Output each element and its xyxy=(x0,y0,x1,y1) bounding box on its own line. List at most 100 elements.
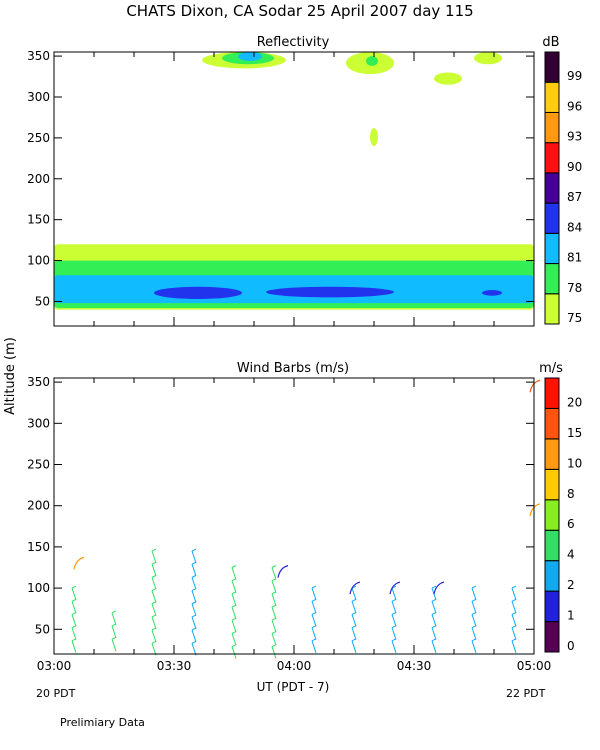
wind-colorbar-cell xyxy=(544,499,560,531)
wind-barb-flag xyxy=(511,585,517,589)
reflectivity-colorbar-label: 93 xyxy=(567,130,582,144)
wind-barb-flag xyxy=(71,598,77,602)
wind-barb-flag xyxy=(71,625,77,629)
wind-colorbar-cell xyxy=(544,407,560,440)
wind-barb-flag xyxy=(231,578,237,582)
reflectivity-y-tick-label: 200 xyxy=(27,172,50,186)
wind-barb-flag xyxy=(431,585,437,589)
reflectivity-x-axis xyxy=(53,52,535,326)
wind-barb-flag xyxy=(111,636,117,640)
wind-barb xyxy=(277,565,289,578)
wind-barb-stem xyxy=(191,643,197,656)
wind-barb-flag xyxy=(351,598,357,602)
wind-barb-stem xyxy=(511,587,517,601)
reflectivity-colorbar-cell xyxy=(544,293,560,325)
wind-barb-flag xyxy=(71,612,77,615)
wind-barbs-x-axis: 03:00 03:30 04:00 04:30 05:00 xyxy=(37,378,551,673)
wind-barb-stem xyxy=(231,620,237,633)
wind-barb-flag xyxy=(311,638,317,642)
wind-barb-flag xyxy=(391,638,397,642)
wind-barb-stem xyxy=(231,593,237,607)
wind-barb-stem xyxy=(471,640,477,653)
wind-barb-stem xyxy=(391,627,397,640)
wind-barb-flag xyxy=(271,578,277,582)
wind-barb-flag xyxy=(471,585,477,589)
wind-barb-flag xyxy=(431,638,437,642)
wind-barb-stem xyxy=(151,616,157,630)
reflectivity-y-tick-label: 300 xyxy=(27,90,50,104)
wind-barb-flag xyxy=(391,625,397,629)
wind-barb-flag xyxy=(151,640,157,644)
reflectivity-colorbar-label: 96 xyxy=(567,99,582,113)
wind-barb-flag xyxy=(271,591,277,595)
wind-colorbar-cell xyxy=(544,377,560,409)
wind-barb-flag xyxy=(351,638,357,642)
wind-barb-stem xyxy=(351,640,357,653)
wind-y-tick-label: 50 xyxy=(35,622,50,636)
reflectivity-region xyxy=(238,52,262,61)
wind-barb-stem xyxy=(511,614,517,627)
wind-barb-stem xyxy=(231,606,237,620)
wind-barb-flag xyxy=(191,601,197,605)
wind-barb-stem xyxy=(311,587,317,601)
wind-barb-flag xyxy=(191,574,197,578)
wind-barb-flag xyxy=(271,617,277,621)
wind-barb-flag xyxy=(431,625,437,629)
wind-barb-flag xyxy=(471,612,477,615)
wind-colorbar-cell xyxy=(544,529,560,562)
wind-colorbar-label: 2 xyxy=(567,578,575,592)
wind-barb-stem xyxy=(351,627,357,640)
wind-barb-stem xyxy=(71,640,77,653)
reflectivity-colorbar: 75 78 81 84 87 90 93 96 99 xyxy=(544,51,582,325)
wind-barb-flag xyxy=(191,561,197,565)
wind-barb-flag xyxy=(271,644,277,648)
wind-barb-stem xyxy=(231,646,237,659)
wind-barb-stem xyxy=(191,564,197,577)
wind-barb-stem xyxy=(71,627,77,640)
wind-barb-flag xyxy=(431,598,437,602)
reflectivity-region xyxy=(482,290,502,296)
x-axis-label: UT (PDT - 7) xyxy=(257,680,330,694)
wind-barb-stem xyxy=(271,646,277,659)
wind-barb-flag xyxy=(311,585,317,589)
wind-barb-flag xyxy=(231,604,237,608)
wind-colorbar-label: 1 xyxy=(567,609,575,623)
wind-barb-stem xyxy=(351,601,357,614)
wind-barb-flag xyxy=(231,617,237,621)
reflectivity-y-axis: 50 100 150 200 250 300 350 xyxy=(27,49,534,308)
reflectivity-colorbar-unit: dB xyxy=(542,35,559,50)
wind-barb-stem xyxy=(271,633,277,646)
wind-barb-stem xyxy=(471,601,477,614)
wind-barb-flag xyxy=(111,623,117,627)
wind-barb-stem xyxy=(311,640,317,653)
wind-speed-colorbar: 0 1 2 4 6 8 10 15 20 xyxy=(544,377,582,653)
wind-barb-stem xyxy=(511,601,517,614)
wind-barb-flag xyxy=(151,601,157,605)
wind-colorbar-cell xyxy=(544,621,560,653)
x-tick-label: 04:00 xyxy=(277,659,312,673)
wind-barb-flag xyxy=(271,604,277,608)
wind-barb-stem xyxy=(311,614,317,627)
wind-barb-flag xyxy=(471,638,477,642)
x-tick-label: 04:30 xyxy=(397,659,432,673)
reflectivity-colorbar-cell xyxy=(544,111,560,144)
reflectivity-region xyxy=(366,56,378,66)
wind-barb-stem xyxy=(111,639,117,652)
wind-barb-flag xyxy=(191,548,197,552)
wind-barb-stem xyxy=(231,580,237,593)
wind-y-tick-label: 100 xyxy=(27,581,50,595)
wind-barb-stem xyxy=(151,643,157,656)
wind-barb-flag xyxy=(151,588,157,592)
reflectivity-colorbar-label: 75 xyxy=(567,311,582,325)
wind-y-tick-label: 350 xyxy=(27,375,50,389)
wind-barb-flag xyxy=(151,627,157,631)
wind-colorbar-label: 15 xyxy=(567,426,582,440)
reflectivity-region xyxy=(370,128,378,147)
wind-barb-stem xyxy=(311,627,317,640)
x-tick-label: 03:30 xyxy=(157,659,192,673)
reflectivity-region xyxy=(154,286,242,300)
wind-barb-flag xyxy=(231,565,237,568)
wind-barb-stem xyxy=(271,620,277,633)
wind-barb-stem xyxy=(271,580,277,593)
